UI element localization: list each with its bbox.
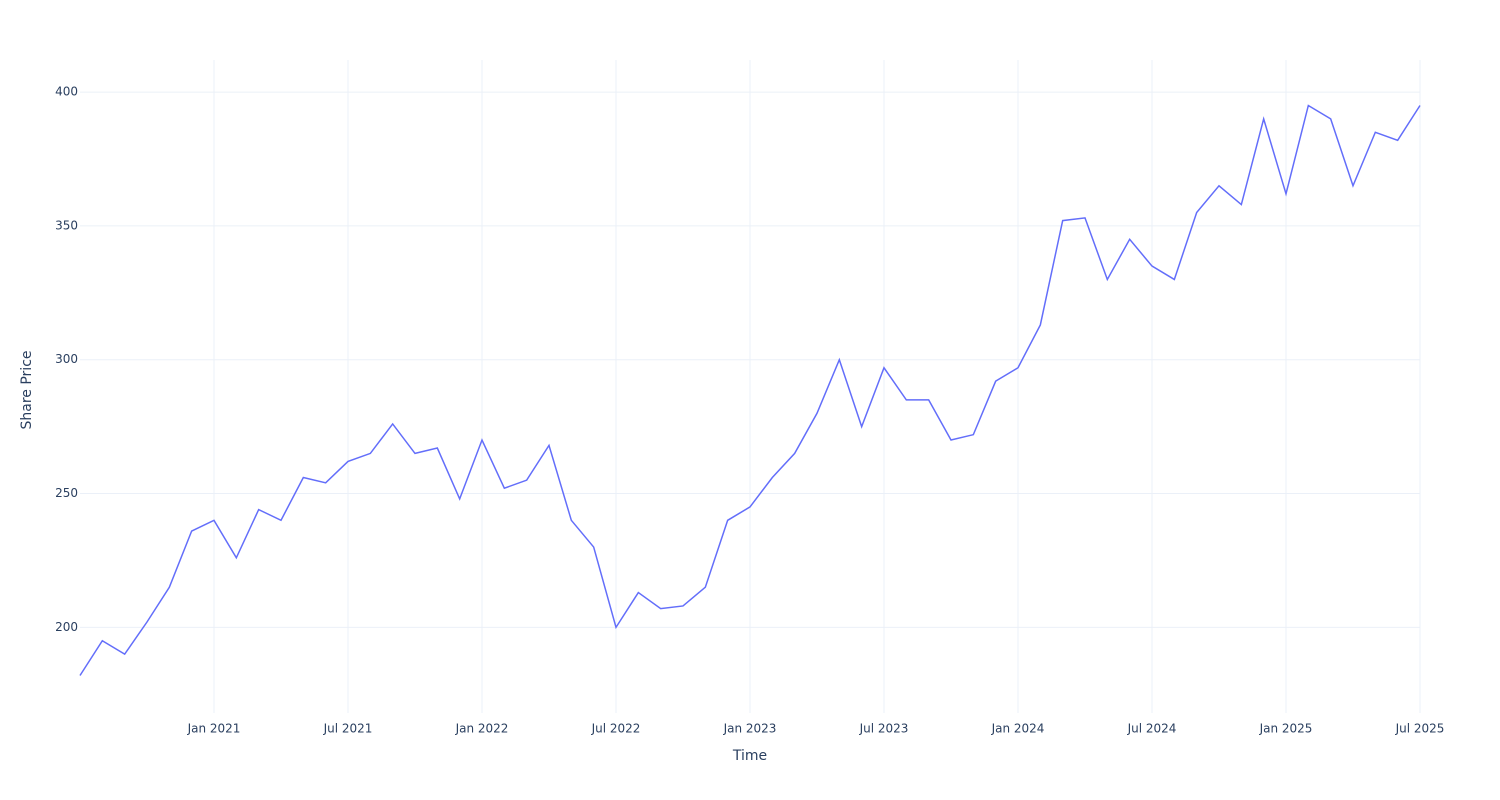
x-tick-label: Jan 2022 [455, 722, 509, 736]
y-axis-title: Share Price [19, 350, 35, 429]
y-tick-label: 300 [55, 352, 78, 366]
x-tick-label: Jan 2021 [187, 722, 241, 736]
y-tick-label: 400 [55, 85, 78, 99]
y-tick-label: 250 [55, 486, 78, 500]
x-tick-label: Jul 2025 [1395, 722, 1445, 736]
price-line [79, 104, 1421, 676]
y-tick-label: 200 [55, 620, 78, 634]
y-tick-label: 350 [55, 218, 78, 232]
x-tick-label: Jan 2025 [1259, 722, 1313, 736]
x-tick-label: Jan 2024 [991, 722, 1045, 736]
x-tick-label: Jul 2021 [323, 722, 373, 736]
x-axis-title: Time [732, 748, 767, 764]
x-tick-label: Jul 2023 [859, 722, 909, 736]
x-tick-label: Jul 2024 [1127, 722, 1177, 736]
x-tick-label: Jul 2022 [591, 722, 641, 736]
x-tick-label: Jan 2023 [723, 722, 777, 736]
